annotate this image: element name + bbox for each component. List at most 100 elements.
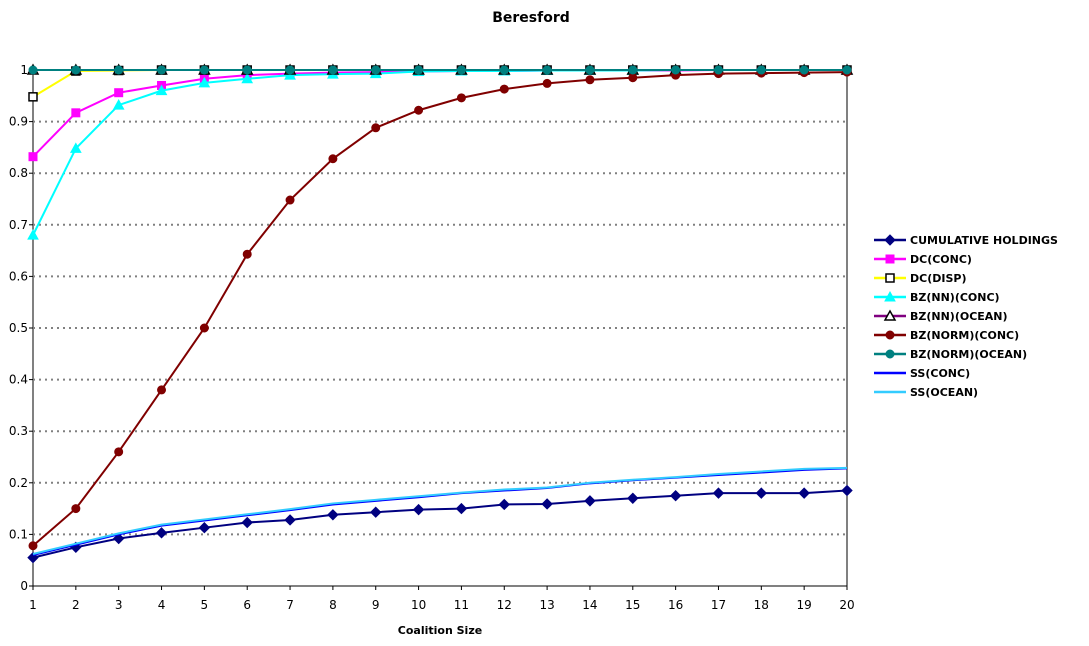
- chart-title: Beresford: [492, 10, 570, 26]
- legend-marker-bz-norm-conc: [885, 330, 895, 340]
- series-line-dc-conc: [32, 69, 847, 158]
- data-point-cumulative-holdings: [412, 503, 425, 516]
- data-point-bz-nn-conc: [27, 229, 39, 240]
- legend-label-bz-norm-conc: BZ(NORM)(CONC): [910, 329, 1019, 342]
- y-tick-label: 0: [20, 579, 28, 593]
- data-point-bz-norm-ocean: [28, 65, 38, 75]
- x-tick-label: 16: [668, 598, 683, 612]
- x-tick-label: 7: [286, 598, 294, 612]
- x-tick-label: 2: [72, 598, 80, 612]
- data-point-bz-norm-ocean: [157, 65, 167, 75]
- data-point-bz-norm-ocean: [499, 65, 509, 75]
- data-point-bz-nn-conc: [155, 84, 168, 96]
- x-tick-label: 15: [625, 598, 640, 612]
- legend-label-dc-conc: DC(CONC): [910, 253, 972, 266]
- data-point-bz-norm-ocean: [242, 65, 252, 75]
- data-point-bz-norm-conc: [328, 154, 338, 164]
- x-tick-label: 19: [797, 598, 812, 612]
- y-tick-label: 0.3: [9, 424, 28, 438]
- series-line-cumulative-holdings: [32, 489, 848, 559]
- data-point-bz-norm-ocean: [799, 65, 809, 75]
- legend-label-dc-disp: DC(DISP): [910, 272, 966, 285]
- data-point-bz-norm-ocean: [585, 65, 595, 75]
- x-tick-label: 11: [454, 598, 469, 612]
- data-point-bz-norm-conc: [414, 105, 424, 115]
- data-point-bz-norm-conc: [285, 195, 295, 205]
- data-point-bz-norm-conc: [28, 541, 38, 551]
- legend-marker-dc-conc: [885, 254, 895, 264]
- series-bz-nn-conc: [27, 63, 853, 240]
- series-line-ss-conc: [32, 467, 848, 557]
- legend-label-ss-conc: SS(CONC): [910, 367, 970, 380]
- data-point-cumulative-holdings: [627, 492, 639, 504]
- data-point-bz-nn-conc: [112, 99, 125, 110]
- data-point-cumulative-holdings: [584, 495, 596, 507]
- series-line-bz-nn-conc: [32, 69, 847, 236]
- x-tick-label: 17: [711, 598, 726, 612]
- data-point-cumulative-holdings: [669, 489, 682, 502]
- legend-label-cumulative-holdings: CUMULATIVE HOLDINGS: [910, 234, 1058, 247]
- data-point-bz-nn-conc: [69, 142, 82, 153]
- y-tick-label: 0.5: [9, 321, 28, 335]
- data-point-bz-norm-ocean: [371, 65, 381, 75]
- data-point-cumulative-holdings: [798, 487, 810, 499]
- data-point-bz-norm-ocean: [671, 65, 681, 75]
- series-bz-norm-conc: [28, 67, 852, 551]
- data-point-dc-conc: [28, 152, 38, 162]
- data-point-dc-conc: [71, 108, 81, 118]
- x-tick-label: 14: [582, 598, 597, 612]
- x-tick-label: 12: [497, 598, 512, 612]
- legend-marker-bz-nn-conc: [884, 290, 896, 302]
- y-tick-label: 0.8: [9, 166, 28, 180]
- x-tick-label: 5: [201, 598, 209, 612]
- data-point-cumulative-holdings: [370, 506, 382, 518]
- data-point-cumulative-holdings: [284, 514, 296, 526]
- legend-marker-cumulative-holdings: [884, 234, 896, 246]
- data-point-cumulative-holdings: [841, 484, 853, 497]
- gridlines: [33, 120, 847, 536]
- legend-marker-bz-nn-ocean: [883, 309, 897, 321]
- data-point-bz-nn-conc: [198, 76, 211, 88]
- data-point-cumulative-holdings: [198, 521, 211, 534]
- data-point-cumulative-holdings: [712, 487, 725, 499]
- data-point-bz-norm-conc: [114, 447, 124, 457]
- data-point-bz-norm-ocean: [842, 65, 852, 75]
- data-point-bz-norm-conc: [456, 93, 466, 103]
- series-cumulative-holdings: [27, 484, 853, 564]
- x-tick-label: 13: [539, 598, 554, 612]
- y-tick-label: 1: [20, 63, 28, 77]
- data-point-bz-norm-ocean: [114, 65, 124, 75]
- data-point-bz-norm-ocean: [756, 65, 766, 75]
- series-ss-ocean: [32, 466, 848, 555]
- data-point-cumulative-holdings: [541, 498, 553, 510]
- x-tick-label: 9: [372, 598, 380, 612]
- data-point-cumulative-holdings: [455, 502, 468, 515]
- legend-label-ss-ocean: SS(OCEAN): [910, 386, 978, 399]
- x-tick-label: 18: [754, 598, 769, 612]
- data-point-bz-norm-conc: [499, 84, 509, 94]
- data-point-bz-norm-conc: [542, 78, 552, 88]
- data-point-bz-norm-conc: [628, 73, 638, 83]
- data-point-bz-norm-ocean: [542, 65, 552, 75]
- legend-label-bz-nn-ocean: BZ(NN)(OCEAN): [910, 310, 1008, 323]
- x-axis-title: Coalition Size: [398, 624, 482, 637]
- data-point-dc-conc: [114, 88, 124, 98]
- legend-marker-bz-norm-ocean: [885, 349, 895, 359]
- x-tick-label: 20: [839, 598, 854, 612]
- data-point-cumulative-holdings: [755, 487, 768, 499]
- data-point-bz-norm-conc: [71, 504, 81, 514]
- series-line-ss-ocean: [32, 466, 848, 555]
- x-tick-label: 1: [29, 598, 37, 612]
- data-point-bz-norm-ocean: [285, 65, 295, 75]
- data-point-bz-norm-ocean: [199, 65, 209, 75]
- x-tick-label: 8: [329, 598, 337, 612]
- legend: CUMULATIVE HOLDINGS DC(CONC) DC(DISP) BZ(NN…: [870, 228, 1080, 403]
- data-point-cumulative-holdings: [327, 509, 339, 521]
- series-layer: [26, 63, 854, 564]
- x-tick-label: 6: [243, 598, 251, 612]
- data-point-dc-disp: [28, 92, 38, 102]
- data-point-bz-norm-ocean: [414, 65, 424, 75]
- x-tick-label: 3: [115, 598, 123, 612]
- data-point-bz-norm-ocean: [713, 65, 723, 75]
